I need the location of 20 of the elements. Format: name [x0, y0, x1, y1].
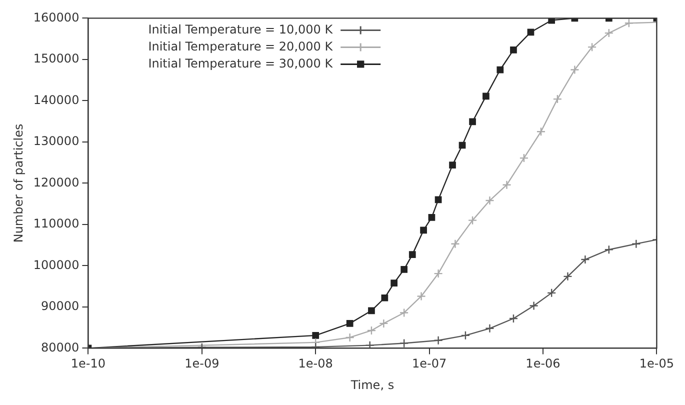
y-tick-label: 120000 [33, 175, 80, 190]
legend-label: Initial Temperature = 30,000 K [148, 56, 334, 70]
x-axis-title: Time, s [350, 378, 394, 392]
x-tick-label: 1e-05 [639, 356, 674, 371]
x-tick-label: 1e-10 [70, 356, 106, 371]
y-axis-title: Number of particles [11, 124, 26, 243]
y-tick-label: 80000 [41, 340, 80, 354]
y-tick-label: 90000 [41, 299, 80, 314]
x-tick-label: 1e-06 [526, 356, 560, 371]
legend-label: Initial Temperature = 20,000 K [148, 39, 334, 54]
y-tick-label: 130000 [33, 134, 80, 148]
legend-label: Initial Temperature = 10,000 K [148, 22, 334, 36]
x-tick-label: 1e-08 [298, 356, 333, 371]
y-tick-label: 140000 [33, 92, 80, 107]
y-tick-label: 100000 [33, 258, 80, 272]
x-tick-label: 1e-07 [412, 356, 447, 371]
y-tick-label: 110000 [33, 216, 80, 231]
x-tick-label: 1e-09 [184, 356, 220, 371]
y-tick-label: 150000 [33, 52, 80, 66]
y-tick-label: 160000 [33, 10, 80, 24]
